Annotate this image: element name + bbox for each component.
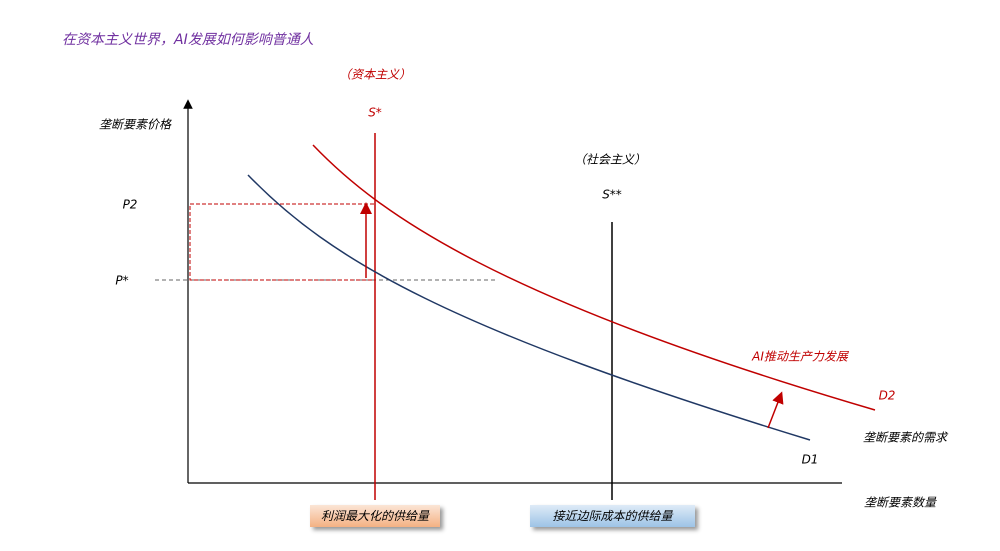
d1-label: D1 <box>802 453 819 467</box>
d2-curve <box>312 144 876 411</box>
price-label: P* <box>115 274 128 288</box>
supply-label: S* <box>368 106 382 120</box>
supply-note: （社会主义） <box>574 153 646 167</box>
box: 接近边际成本的供给量 <box>530 505 695 527</box>
supply-label: S** <box>602 188 622 202</box>
box: 利润最大化的供给量 <box>310 505 440 527</box>
x-axis-label: 垄断要素数量 <box>864 496 937 510</box>
shift-arrow <box>767 391 784 429</box>
supply-note: （资本主义） <box>339 68 411 82</box>
d1-curve <box>247 174 811 441</box>
y-axis-label: 垄断要素价格 <box>99 118 172 132</box>
shift-label: AI推动生产力发展 <box>751 350 850 364</box>
demand-label: 垄断要素的需求 <box>863 431 949 445</box>
p2-rect <box>189 203 376 281</box>
d2-label: D2 <box>879 389 896 403</box>
title: 在资本主义世界，AI发展如何影响普通人 <box>62 32 314 48</box>
price-label: P2 <box>123 198 138 212</box>
